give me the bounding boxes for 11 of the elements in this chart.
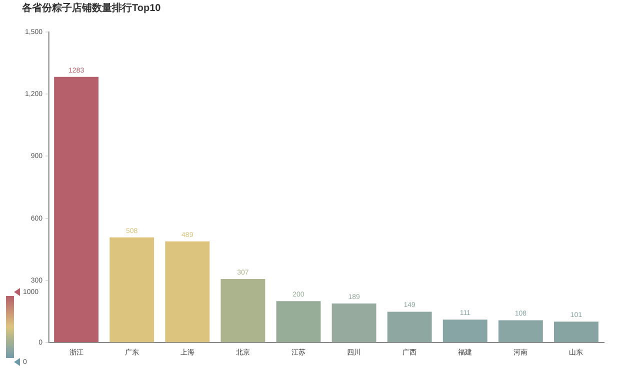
- bar: [220, 279, 266, 342]
- bar: [387, 312, 432, 342]
- chart-title: 各省份粽子店铺数量排行Top10: [21, 2, 162, 14]
- bar: [54, 76, 99, 342]
- bar: [498, 320, 543, 342]
- bar: [332, 303, 376, 342]
- bar: [554, 322, 598, 342]
- bar: [110, 237, 154, 342]
- bar: [442, 320, 488, 342]
- bar: [165, 241, 210, 342]
- bar: [276, 301, 321, 342]
